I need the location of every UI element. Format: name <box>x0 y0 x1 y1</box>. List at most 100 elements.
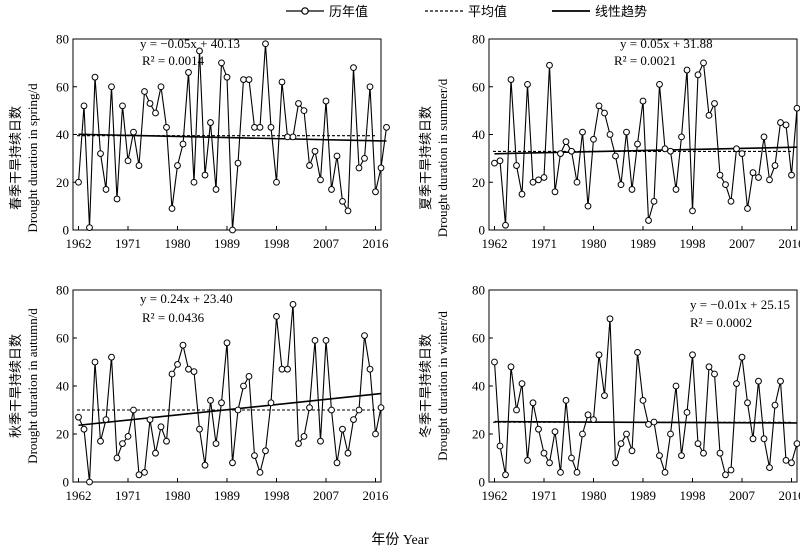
legend-historical-label: 历年值 <box>329 4 368 19</box>
data-point <box>223 339 231 347</box>
series-line <box>493 318 798 476</box>
data-point <box>689 351 696 359</box>
data-point <box>557 150 564 158</box>
data-point <box>524 80 531 88</box>
y-axis-label-cn: 春季干旱持续日数 <box>8 106 23 210</box>
data-point <box>190 368 198 376</box>
data-point <box>634 140 641 148</box>
data-point <box>80 102 88 110</box>
data-point <box>108 353 115 361</box>
y-axis-label-en: Drought duration in winter/d <box>435 311 450 461</box>
panel-winter: 0 20 40 60 80 1962 1971 1980 1989 1998 2007 2016 冬季干… <box>418 283 800 503</box>
x-tick-label: 1980 <box>165 236 191 251</box>
y-tick-label: 0 <box>479 475 486 490</box>
data-point <box>491 159 498 167</box>
legend-historical-marker <box>301 7 309 15</box>
x-tick-label: 1962 <box>66 488 92 503</box>
y-axis-label-en: Drought duration in summer/d <box>435 78 450 237</box>
data-point <box>568 147 575 155</box>
data-point <box>86 478 93 486</box>
data-point <box>606 315 614 323</box>
r-squared: R² = 0.0436 <box>142 310 205 325</box>
data-point <box>661 469 669 476</box>
data-point <box>760 133 768 141</box>
data-point <box>540 174 548 181</box>
data-point <box>700 449 707 457</box>
data-point <box>124 157 132 165</box>
data-point <box>218 59 225 67</box>
data-point <box>502 221 509 229</box>
y-tick-label: 80 <box>56 32 69 47</box>
y-tick-label: 60 <box>56 331 69 346</box>
data-point <box>617 181 625 189</box>
data-point <box>179 341 187 349</box>
data-point <box>306 404 313 412</box>
data-point <box>141 88 148 95</box>
data-point <box>705 363 713 371</box>
data-point <box>267 399 275 407</box>
y-tick-label: 0 <box>63 475 70 490</box>
y-tick-label: 0 <box>63 223 70 238</box>
y-tick-label: 80 <box>56 283 69 298</box>
y-tick-label: 60 <box>472 79 485 94</box>
data-point <box>366 83 374 91</box>
data-point <box>328 406 335 414</box>
data-point <box>366 365 374 373</box>
legend-mean-label: 平均值 <box>468 4 507 19</box>
data-point <box>782 457 790 464</box>
data-point <box>190 178 198 186</box>
data-point <box>339 197 346 205</box>
data-point <box>766 464 773 472</box>
data-point <box>788 171 795 179</box>
data-point <box>141 469 148 476</box>
data-point <box>612 152 619 160</box>
x-tick-label: 1998 <box>264 488 290 503</box>
data-point <box>350 416 357 424</box>
data-point <box>350 64 357 72</box>
data-point <box>124 433 132 440</box>
data-point <box>573 469 581 476</box>
data-point <box>234 159 242 167</box>
data-point <box>645 421 652 428</box>
y-axis-label-cn: 夏季干旱持续日数 <box>418 106 433 210</box>
data-point <box>317 176 324 184</box>
data-point <box>496 157 504 165</box>
data-point <box>372 188 379 196</box>
data-point <box>568 454 575 462</box>
data-point <box>251 123 258 131</box>
data-point <box>782 121 790 129</box>
data-point <box>738 353 746 361</box>
data-point <box>683 66 691 74</box>
data-point <box>738 150 746 158</box>
trend-equation: y = −0.01x + 25.15 <box>690 297 790 312</box>
data-point <box>212 186 220 193</box>
y-axis-label-en: Drought duration in autumn/d <box>25 308 40 464</box>
data-point <box>273 178 280 186</box>
data-point <box>218 399 225 407</box>
data-point <box>793 104 800 112</box>
data-point <box>377 404 385 412</box>
data-point <box>355 406 363 414</box>
data-point <box>689 207 696 215</box>
data-point <box>755 174 762 181</box>
data-point <box>174 361 181 368</box>
x-tick-label: 1989 <box>214 488 240 503</box>
data-point <box>86 224 93 232</box>
r-squared: R² = 0.0002 <box>690 315 752 330</box>
data-point <box>557 469 564 476</box>
data-point <box>546 459 553 467</box>
data-point <box>256 123 264 131</box>
data-point <box>256 469 264 476</box>
data-point <box>502 471 509 479</box>
data-point <box>601 392 608 400</box>
data-point <box>771 162 779 169</box>
data-point <box>322 97 330 105</box>
x-axis-title: 年份 Year <box>371 532 429 548</box>
y-tick-label: 0 <box>479 223 486 238</box>
data-point <box>80 425 88 433</box>
data-point <box>119 102 126 110</box>
x-tick-label: 1962 <box>482 236 508 251</box>
x-tick-label: 2016 <box>779 488 800 503</box>
y-tick-label: 60 <box>56 79 69 94</box>
